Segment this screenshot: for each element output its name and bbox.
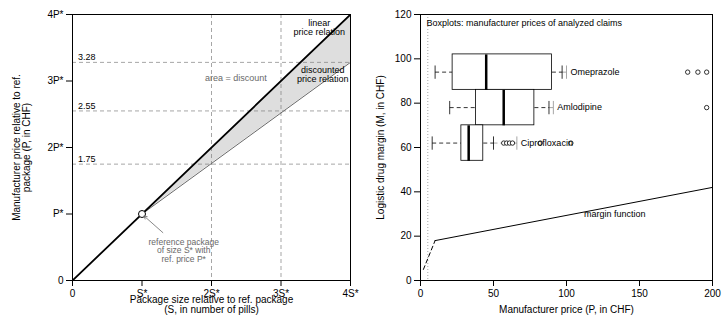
svg-text:Boxplots: manufacturer prices: Boxplots: manufacturer prices of analyze… bbox=[427, 18, 623, 28]
svg-text:linearprice relation: linearprice relation bbox=[293, 18, 345, 37]
svg-text:100: 100 bbox=[558, 288, 575, 299]
svg-text:Package size relative to ref.: Package size relative to ref. package(S,… bbox=[130, 294, 294, 315]
svg-text:Omeprazole: Omeprazole bbox=[571, 67, 620, 77]
svg-text:margin function: margin function bbox=[584, 209, 646, 219]
svg-text:3P*: 3P* bbox=[47, 75, 63, 86]
svg-text:P*: P* bbox=[53, 208, 64, 219]
svg-text:20: 20 bbox=[400, 230, 412, 241]
svg-text:area = discount: area = discount bbox=[205, 73, 267, 83]
svg-text:2.55: 2.55 bbox=[78, 101, 96, 111]
svg-text:Manufacturer price (P, in CHF): Manufacturer price (P, in CHF) bbox=[499, 304, 634, 315]
svg-text:Ciprofloxacin: Ciprofloxacin bbox=[521, 138, 573, 148]
svg-text:Manufacturer price relative to: Manufacturer price relative to ref.packa… bbox=[11, 74, 32, 221]
svg-text:0: 0 bbox=[58, 275, 64, 286]
svg-text:4P*: 4P* bbox=[47, 9, 63, 20]
svg-text:0: 0 bbox=[418, 288, 424, 299]
svg-text:2P*: 2P* bbox=[47, 142, 63, 153]
svg-text:100: 100 bbox=[395, 53, 412, 64]
svg-text:1.75: 1.75 bbox=[78, 154, 96, 164]
svg-text:4S*: 4S* bbox=[342, 288, 358, 299]
svg-text:60: 60 bbox=[400, 142, 412, 153]
svg-text:200: 200 bbox=[704, 288, 721, 299]
svg-text:150: 150 bbox=[631, 288, 648, 299]
svg-text:0: 0 bbox=[406, 275, 412, 286]
svg-text:0: 0 bbox=[70, 288, 76, 299]
svg-text:3.28: 3.28 bbox=[78, 52, 96, 62]
svg-text:50: 50 bbox=[488, 288, 500, 299]
svg-text:120: 120 bbox=[395, 9, 412, 20]
svg-text:reference packageof size S* wi: reference packageof size S* withref. pri… bbox=[148, 237, 219, 264]
svg-text:40: 40 bbox=[400, 186, 412, 197]
svg-text:80: 80 bbox=[400, 97, 412, 108]
svg-text:discountedprice relation: discountedprice relation bbox=[297, 65, 349, 84]
svg-text:Logistic drug margin (M, in CH: Logistic drug margin (M, in CHF) bbox=[375, 75, 386, 219]
svg-text:Amlodipine: Amlodipine bbox=[557, 102, 602, 112]
